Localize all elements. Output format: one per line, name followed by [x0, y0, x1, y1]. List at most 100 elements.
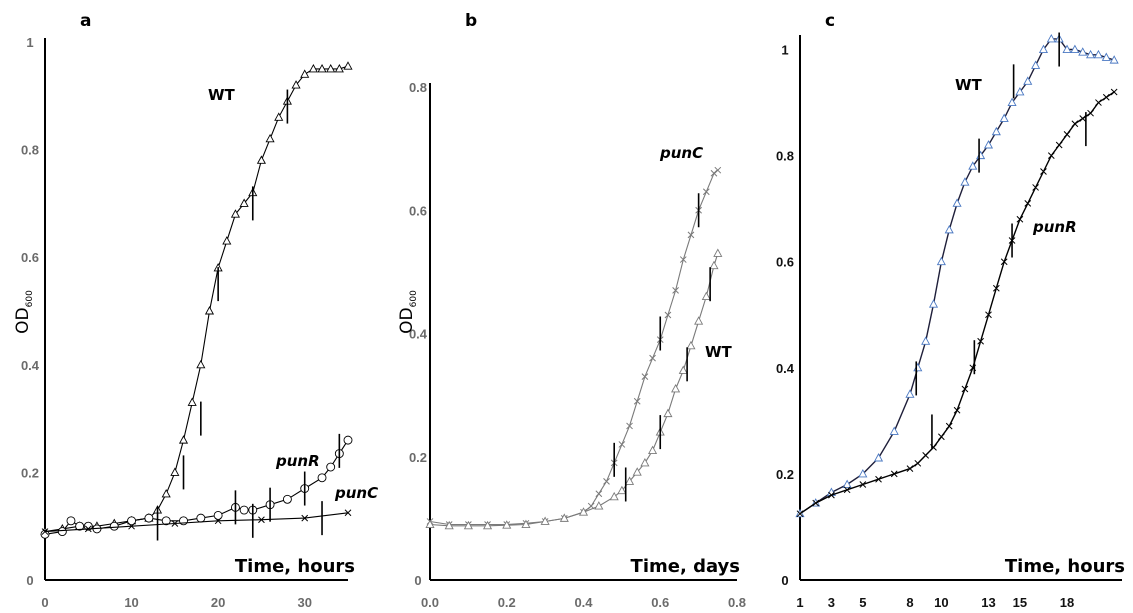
data-point — [626, 422, 633, 430]
series-WT: WT — [425, 248, 733, 530]
data-point — [889, 426, 899, 435]
data-point — [713, 248, 723, 257]
y-tick-label: 0.6 — [409, 203, 427, 218]
y-tick-label: 0 — [781, 573, 788, 588]
x-tick-label: 0.8 — [728, 595, 746, 610]
y-tick-label: 0.4 — [409, 327, 428, 342]
x-tick-label: 8 — [906, 595, 913, 610]
series-WT: WT — [795, 32, 1119, 518]
x-axis-label: Time, days — [631, 556, 740, 577]
data-point — [317, 473, 327, 483]
data-point — [274, 112, 284, 121]
data-point — [1040, 168, 1047, 175]
data-point — [609, 491, 619, 501]
x-tick-label: 10 — [124, 595, 138, 610]
series-label: punC — [659, 144, 703, 162]
data-point — [1101, 52, 1111, 61]
data-point — [214, 517, 222, 525]
data-point — [664, 311, 672, 319]
data-point — [640, 457, 650, 467]
data-point — [663, 408, 673, 418]
x-tick-label: 0.6 — [651, 595, 669, 610]
data-point — [905, 389, 915, 398]
data-point — [144, 513, 154, 523]
data-point — [127, 516, 137, 526]
data-point — [326, 63, 336, 73]
y-axis-label: OD600 — [13, 290, 35, 334]
data-point — [702, 188, 710, 196]
data-point — [953, 406, 961, 414]
x-tick-label: 0.4 — [574, 595, 593, 610]
data-point — [944, 224, 954, 234]
data-point — [265, 133, 275, 143]
data-point — [873, 453, 884, 462]
data-point — [595, 490, 603, 498]
y-tick-label: 0 — [414, 573, 421, 588]
series-line — [799, 91, 1115, 515]
data-point — [983, 140, 994, 149]
data-point — [842, 479, 852, 488]
series-punR: punR — [796, 88, 1118, 518]
data-point — [1055, 141, 1063, 149]
y-tick-label: 0.8 — [776, 149, 794, 164]
data-point — [648, 445, 658, 455]
data-point — [687, 231, 695, 239]
panel-label: a — [80, 11, 91, 31]
data-point — [1023, 76, 1033, 85]
data-point — [291, 80, 301, 89]
panel-b: 0 0.2 0.4 0.6 0.8 0.0 0.2 0.4 0.6 0.8 b Time, days O… — [397, 11, 746, 610]
data-point — [686, 340, 696, 350]
data-point — [1016, 215, 1024, 223]
data-point — [1062, 44, 1072, 53]
series-line — [44, 512, 349, 533]
data-point — [913, 362, 923, 372]
data-point — [875, 475, 882, 483]
data-point — [641, 373, 649, 380]
data-point — [483, 520, 493, 530]
data-point — [1024, 200, 1032, 207]
y-tick-label: 0.2 — [776, 467, 794, 482]
data-point — [41, 528, 49, 535]
data-point — [1071, 120, 1079, 128]
y-tick-label: 1 — [26, 35, 33, 50]
data-point — [344, 509, 352, 517]
data-point — [463, 520, 473, 530]
data-point — [1031, 60, 1041, 69]
data-point — [671, 384, 681, 393]
data-point — [213, 510, 223, 520]
data-point — [1070, 44, 1080, 53]
data-point — [1047, 152, 1055, 159]
data-point — [540, 516, 550, 525]
x-tick-label: 3 — [828, 595, 835, 610]
x-tick-label: 1 — [796, 595, 803, 610]
data-point — [444, 520, 454, 530]
data-point — [187, 397, 197, 406]
data-point — [960, 177, 970, 186]
y-tick-label: 0.6 — [21, 250, 39, 265]
x-tick-label: 0.2 — [498, 595, 516, 610]
data-point — [992, 284, 1000, 292]
panel-label: c — [825, 11, 835, 31]
x-axis-label: Time, hours — [235, 556, 355, 577]
data-point — [952, 198, 962, 207]
data-point — [317, 63, 327, 73]
data-point — [239, 198, 249, 207]
data-point — [1109, 55, 1119, 64]
data-point — [632, 467, 642, 476]
data-point — [991, 126, 1001, 136]
data-point — [679, 256, 687, 263]
series-label: WT — [208, 86, 236, 104]
data-point — [57, 527, 67, 537]
data-point — [921, 336, 931, 345]
data-point — [709, 260, 719, 270]
x-tick-label: 10 — [934, 595, 948, 610]
data-point — [282, 494, 292, 504]
series-punC: punC — [41, 484, 378, 541]
data-point — [343, 435, 353, 445]
data-point — [649, 354, 656, 362]
data-point — [701, 291, 711, 300]
data-point — [84, 525, 92, 533]
data-point — [258, 516, 265, 524]
